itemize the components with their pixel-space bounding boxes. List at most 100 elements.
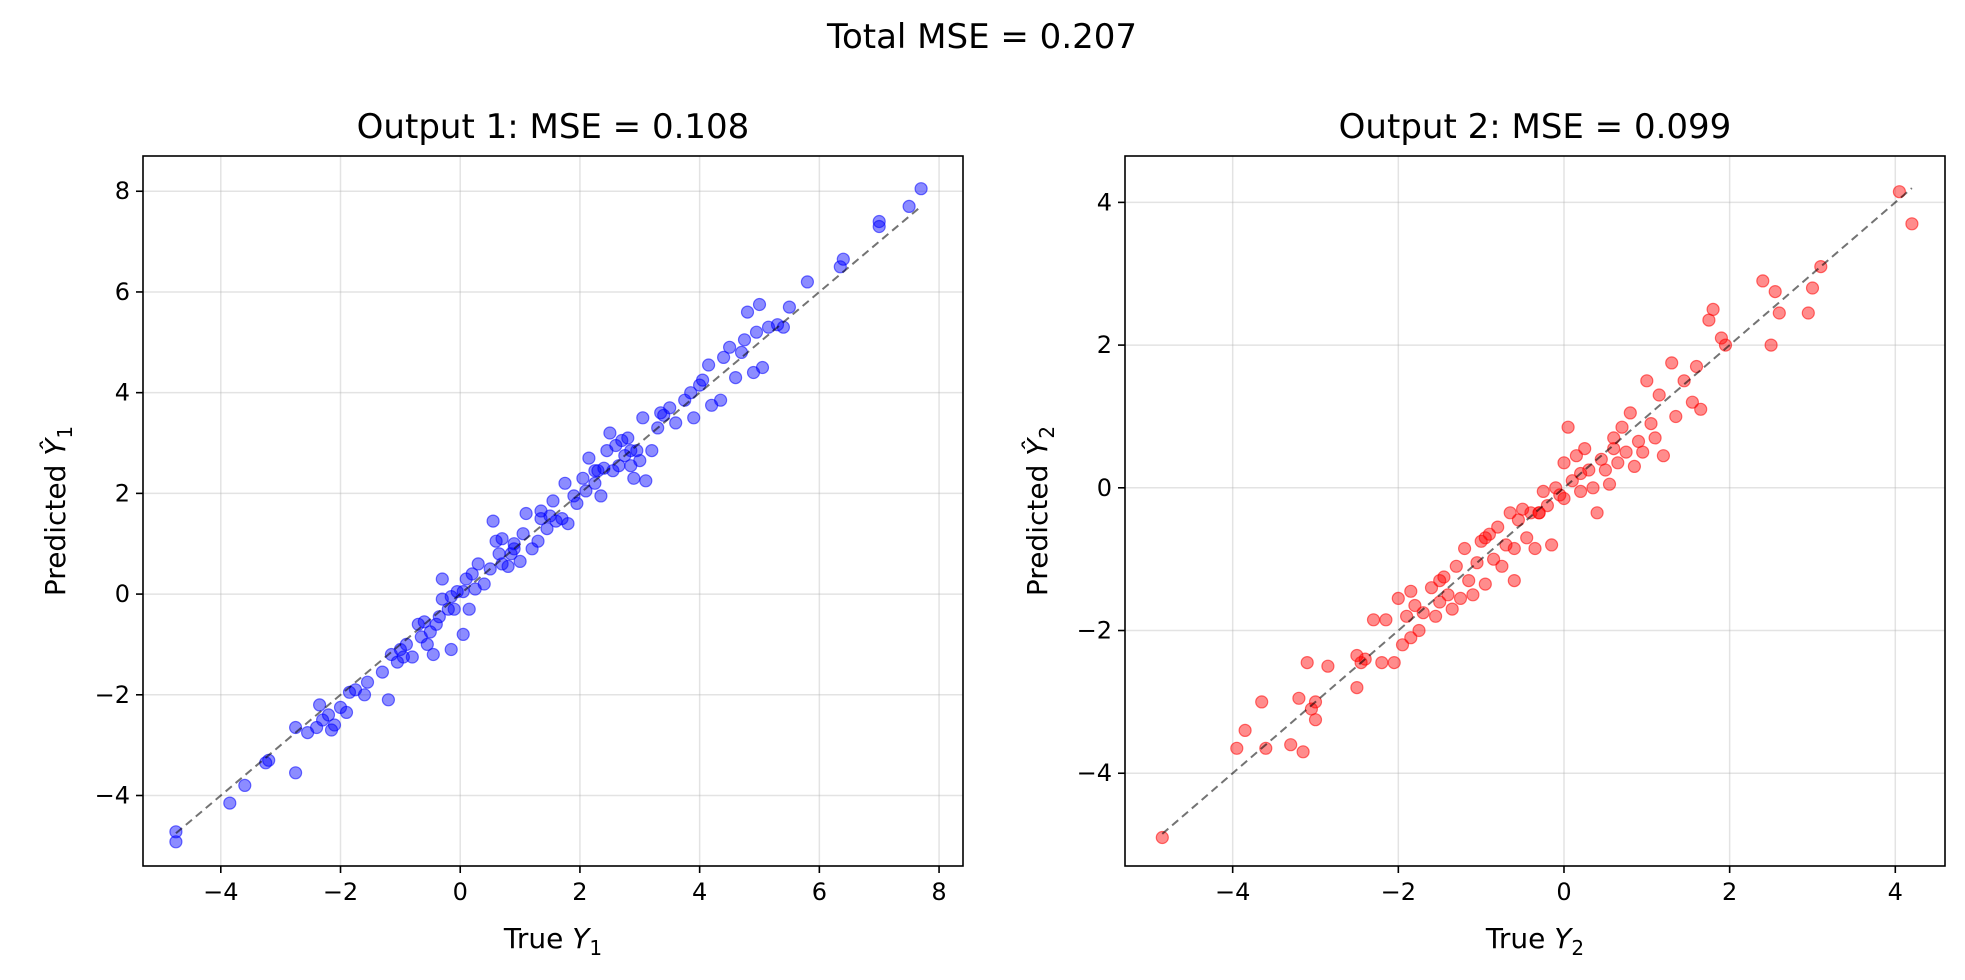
scatter-point	[321, 708, 336, 722]
scatter-point	[1321, 659, 1335, 673]
scatter-point	[357, 688, 372, 702]
scatter-point	[734, 345, 749, 359]
scatter-point	[716, 350, 731, 364]
subplot-1-y-tick-label: 4	[115, 379, 130, 407]
scatter-point	[1379, 613, 1393, 627]
scatter-point	[429, 617, 443, 631]
scatter-point	[1308, 713, 1323, 727]
scatter-point	[444, 642, 458, 657]
scatter-point	[465, 567, 479, 581]
scatter-point	[1366, 613, 1381, 627]
subplot-output-2: −4 −2 0 2 4 −4 −2 0 2 4 Output 2: MSE = 0.099 True …	[1020, 107, 1946, 960]
scatter-point	[1507, 541, 1521, 556]
scatter-point	[1499, 538, 1513, 552]
scatter-point	[327, 718, 342, 732]
scatter-point	[722, 340, 737, 354]
scatter-point	[462, 602, 476, 616]
scatter-point	[495, 532, 509, 546]
scatter-point	[1350, 648, 1364, 663]
scatter-point	[1694, 402, 1708, 416]
scatter-point	[339, 705, 354, 720]
scatter-point	[238, 778, 252, 793]
scatter-point	[567, 489, 581, 503]
scatter-point	[1350, 680, 1364, 695]
scatter-point	[1408, 598, 1422, 613]
scatter-point	[1433, 573, 1447, 588]
subplot-1-x-tick-label: 0	[453, 878, 468, 906]
scatter-point	[1578, 442, 1592, 456]
scatter-point	[1544, 538, 1559, 552]
scatter-point	[645, 444, 659, 458]
scatter-point	[684, 386, 698, 400]
scatter-point	[1300, 655, 1314, 670]
subplot-2-axes-frame	[1124, 155, 1946, 867]
scatter-point	[513, 554, 527, 569]
scatter-point	[1238, 723, 1252, 738]
scatter-point	[1569, 449, 1584, 463]
subplot-2-y-tick-label: 2	[1097, 331, 1112, 359]
scatter-point	[1805, 281, 1820, 295]
scatter-point	[1619, 445, 1633, 459]
scatter-point	[1491, 520, 1505, 534]
scatter-point	[872, 214, 886, 229]
scatter-point	[800, 275, 815, 289]
scatter-point	[872, 219, 886, 234]
scatter-point	[1441, 588, 1455, 602]
subplot-1-x-tick-label: 2	[572, 878, 587, 906]
subplot-2-x-tick-label: 0	[1556, 878, 1571, 906]
scatter-point	[1689, 359, 1704, 374]
scatter-point	[588, 464, 602, 478]
scatter-point	[456, 627, 470, 642]
subplot-1-x-tick-label: 4	[692, 878, 707, 906]
subplot-2-x-tick-label: −4	[1215, 878, 1250, 906]
scatter-point	[1644, 417, 1658, 431]
scatter-point	[1611, 456, 1625, 470]
subplot-2-y-tick-label: 0	[1097, 474, 1112, 502]
subplot-1-x-axis-label: True Y1	[503, 922, 602, 960]
scatter-point	[516, 527, 530, 541]
scatter-point	[1155, 830, 1169, 845]
scatter-point	[534, 511, 548, 526]
scatter-point	[531, 534, 545, 548]
scatter-point	[1453, 591, 1468, 606]
scatter-point	[486, 514, 500, 528]
scatter-point	[701, 358, 716, 372]
scatter-point	[1445, 602, 1459, 616]
scatter-point	[737, 333, 752, 347]
scatter-point	[1714, 331, 1729, 345]
subplot-2-y-tick-label: −2	[1077, 617, 1112, 645]
scatter-point	[1685, 395, 1700, 409]
scatter-point	[1772, 306, 1786, 320]
scatter-point	[1640, 374, 1654, 388]
scatter-point	[570, 496, 584, 510]
scatter-point	[1230, 741, 1244, 755]
scatter-point	[1449, 559, 1463, 573]
scatter-point	[1656, 449, 1671, 463]
scatter-point	[1756, 274, 1770, 288]
subplot-1-scatter-series	[169, 182, 928, 849]
scatter-point	[1515, 502, 1530, 516]
scatter-point	[740, 305, 755, 319]
scatter-point	[289, 766, 303, 780]
subplot-output-1: −4 −2 0 2 4 6 8 −4 −2 0 2 4 6 8 Output 1: MSE = 0.108 T…	[38, 107, 964, 960]
scatter-point	[833, 260, 847, 274]
scatter-point	[621, 431, 635, 445]
scatter-point	[1478, 577, 1492, 591]
scatter-point	[1615, 420, 1629, 434]
scatter-point	[582, 451, 596, 465]
scatter-point	[1292, 691, 1306, 705]
scatter-point	[1801, 306, 1815, 320]
subplot-2-y-tick-label: −4	[1077, 759, 1112, 787]
scatter-point	[752, 297, 767, 312]
subplot-1-y-axis-label: Predicted Ŷ1	[38, 426, 77, 596]
scatter-point	[1259, 741, 1273, 755]
subplot-2-x-tick-label: 4	[1888, 878, 1903, 906]
scatter-point	[223, 796, 237, 810]
scatter-point	[396, 650, 410, 664]
scatter-point	[1557, 456, 1571, 470]
scatter-point	[1623, 406, 1637, 420]
figure-suptitle: Total MSE = 0.207	[826, 17, 1137, 57]
scatter-point	[1582, 463, 1596, 477]
scatter-point	[594, 489, 608, 503]
scatter-point	[169, 825, 183, 839]
